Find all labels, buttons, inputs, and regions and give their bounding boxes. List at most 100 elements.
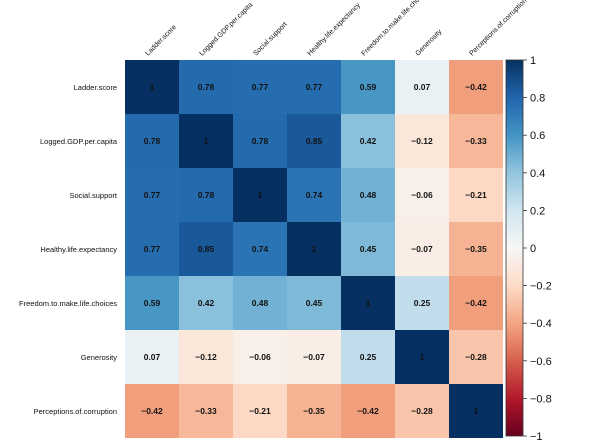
heatmap-cell-social-support-freedom-to-make-life-choices [341, 168, 395, 222]
cell-value-label: −0.07 [303, 352, 325, 362]
cell-value-label: 0.07 [144, 352, 161, 362]
heatmap-cell-freedom-to-make-life-choices-logged-gdp-per-capita [179, 276, 233, 330]
heatmap-cell-healthy-life-expectancy-ladder-score [125, 222, 179, 276]
column-label-logged-gdp-per-capita: Logged.GDP.per.capita [198, 2, 254, 58]
heatmap-cell-generosity-healthy-life-expectancy [287, 330, 341, 384]
cell-value-label: −0.33 [195, 406, 217, 416]
heatmap-cell-logged-gdp-per-capita-perceptions-of-corruption [449, 114, 503, 168]
cell-value-label: −0.42 [465, 82, 487, 92]
heatmap-cell-healthy-life-expectancy-healthy-life-expectancy [287, 222, 341, 276]
heatmap-cell-social-support-perceptions-of-corruption [449, 168, 503, 222]
colorbar-tick-label: −0.6 [530, 356, 552, 368]
cell-value-label: −0.35 [465, 244, 487, 254]
heatmap-cell-perceptions-of-corruption-ladder-score [125, 384, 179, 438]
heatmap-cell-logged-gdp-per-capita-social-support [233, 114, 287, 168]
cell-value-label: 0.78 [144, 136, 161, 146]
cell-value-label: 0.74 [252, 244, 269, 254]
cell-value-label: 0.77 [252, 82, 269, 92]
cell-value-label: −0.21 [465, 190, 487, 200]
cell-value-label: 0.07 [414, 82, 431, 92]
heatmap-cell-generosity-logged-gdp-per-capita [179, 330, 233, 384]
heatmap-cell-social-support-logged-gdp-per-capita [179, 168, 233, 222]
cell-value-label: 1 [366, 298, 371, 308]
heatmap-cell-ladder-score-healthy-life-expectancy [287, 60, 341, 114]
heatmap-cell-freedom-to-make-life-choices-ladder-score [125, 276, 179, 330]
row-label-freedom-to-make-life-choices: Freedom.to.make.life.choices [19, 299, 117, 308]
heatmap-cell-logged-gdp-per-capita-logged-gdp-per-capita [179, 114, 233, 168]
cell-value-label: −0.07 [411, 244, 433, 254]
row-label-healthy-life-expectancy: Healthy.life.expectancy [40, 245, 117, 254]
heatmap-cell-logged-gdp-per-capita-ladder-score [125, 114, 179, 168]
cell-value-label: −0.12 [195, 352, 217, 362]
cell-value-label: −0.28 [411, 406, 433, 416]
row-label-logged-gdp-per-capita: Logged.GDP.per.capita [40, 137, 118, 146]
heatmap-cell-generosity-ladder-score [125, 330, 179, 384]
heatmap-cell-logged-gdp-per-capita-healthy-life-expectancy [287, 114, 341, 168]
colorbar-tick-label: −0.2 [530, 281, 552, 293]
cell-value-label: 0.45 [306, 298, 323, 308]
column-label-social-support: Social.support [252, 21, 288, 57]
column-label-healthy-life-expectancy: Healthy.life.expectancy [306, 2, 362, 58]
heatmap-cell-ladder-score-freedom-to-make-life-choices [341, 60, 395, 114]
cell-value-label: −0.28 [465, 352, 487, 362]
cell-value-label: 1 [420, 352, 425, 362]
cell-value-label: −0.35 [303, 406, 325, 416]
row-labels: Ladder.score Logged.GDP.per.capita Social.… [19, 83, 118, 416]
cell-value-label: 0.78 [198, 190, 215, 200]
cell-value-label: 1 [258, 190, 263, 200]
heatmap-cell-healthy-life-expectancy-perceptions-of-corruption [449, 222, 503, 276]
cell-value-label: 0.25 [414, 298, 431, 308]
heatmap-cell-freedom-to-make-life-choices-social-support [233, 276, 287, 330]
cell-value-label: 0.77 [306, 82, 323, 92]
column-label-perceptions-of-corruption: Perceptions.of.corruption [468, 0, 528, 57]
cell-value-label: 0.77 [144, 244, 161, 254]
heatmap-cell-healthy-life-expectancy-logged-gdp-per-capita [179, 222, 233, 276]
heatmap-cell-ladder-score-perceptions-of-corruption [449, 60, 503, 114]
heatmap-cell-perceptions-of-corruption-social-support [233, 384, 287, 438]
colorbar-tick-label: 0.4 [530, 168, 545, 180]
heatmap-cell-generosity-perceptions-of-corruption [449, 330, 503, 384]
heatmap-cell-perceptions-of-corruption-healthy-life-expectancy [287, 384, 341, 438]
cell-value-label: 1 [204, 136, 209, 146]
heatmap-cells [125, 60, 503, 438]
heatmap-cell-ladder-score-logged-gdp-per-capita [179, 60, 233, 114]
colorbar-gradient [505, 59, 524, 437]
cell-value-label: 0.77 [144, 190, 161, 200]
cell-value-label: −0.42 [357, 406, 379, 416]
cell-value-label: 0.78 [252, 136, 269, 146]
heatmap-cell-generosity-generosity [395, 330, 449, 384]
heatmap-cell-freedom-to-make-life-choices-perceptions-of-corruption [449, 276, 503, 330]
colorbar-tick-label: 0.6 [530, 130, 545, 142]
heatmap-cell-healthy-life-expectancy-generosity [395, 222, 449, 276]
cell-value-label: 0.45 [360, 244, 377, 254]
heatmap-cell-perceptions-of-corruption-logged-gdp-per-capita [179, 384, 233, 438]
colorbar [505, 59, 524, 437]
cell-value-label: 0.42 [198, 298, 215, 308]
colorbar-tick-label: 0.8 [530, 93, 545, 105]
heatmap-cell-social-support-healthy-life-expectancy [287, 168, 341, 222]
heatmap-cell-social-support-social-support [233, 168, 287, 222]
cell-value-label: 0.85 [198, 244, 215, 254]
cell-value-label: 1 [474, 406, 479, 416]
cell-value-label: 1 [150, 82, 155, 92]
heatmap-cell-social-support-ladder-score [125, 168, 179, 222]
heatmap-cell-generosity-freedom-to-make-life-choices [341, 330, 395, 384]
colorbar-tick-label: 0.2 [530, 205, 545, 217]
colorbar-tick-label: −0.8 [530, 393, 552, 405]
heatmap-cell-perceptions-of-corruption-freedom-to-make-life-choices [341, 384, 395, 438]
heatmap-cell-freedom-to-make-life-choices-freedom-to-make-life-choices [341, 276, 395, 330]
cell-value-label: 0.78 [198, 82, 215, 92]
colorbar-tick-label: −0.4 [530, 318, 552, 330]
heatmap-cell-perceptions-of-corruption-perceptions-of-corruption [449, 384, 503, 438]
heatmap-cell-ladder-score-generosity [395, 60, 449, 114]
column-labels: Ladder.score Logged.GDP.per.capitaSocial.… [144, 0, 528, 57]
cell-value-label: 0.42 [360, 136, 377, 146]
cell-value-label: −0.42 [465, 298, 487, 308]
colorbar-tick-label: 0 [530, 243, 536, 255]
cell-value-label: 1 [312, 244, 317, 254]
heatmap-cell-logged-gdp-per-capita-freedom-to-make-life-choices [341, 114, 395, 168]
row-label-ladder-score: Ladder.score [74, 83, 117, 92]
cell-value-label: −0.42 [141, 406, 163, 416]
cell-value-label: 0.85 [306, 136, 323, 146]
heatmap-cell-healthy-life-expectancy-freedom-to-make-life-choices [341, 222, 395, 276]
